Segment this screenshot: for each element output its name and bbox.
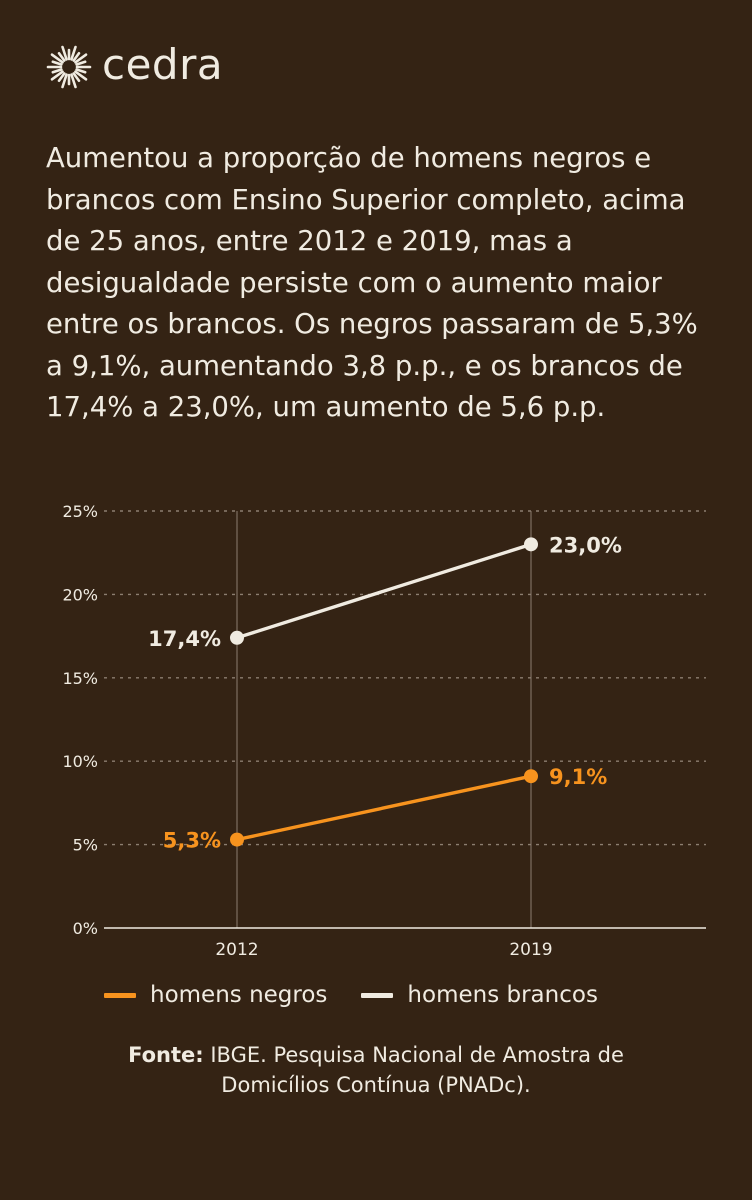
legend-swatch-brancos [361, 992, 394, 998]
y-tick-label-15: 15% [62, 669, 98, 688]
data-point-homens-brancos-2012 [230, 630, 244, 645]
data-point-homens-brancos-2019 [524, 537, 538, 552]
data-point-homens-negros-2012 [230, 832, 244, 847]
y-tick-label-10: 10% [62, 752, 98, 771]
source-label: Fonte: [128, 1043, 204, 1067]
data-label-homens-negros-2012: 5,3% [163, 829, 221, 853]
data-label-homens-brancos-2012: 17,4% [148, 627, 221, 651]
series-line-homens-brancos [236, 542, 532, 640]
source-text: IBGE. Pesquisa Nacional de Amostra de Do… [210, 1043, 624, 1097]
y-tick-label-20: 20% [62, 585, 98, 604]
legend-label-negros: homens negros [150, 982, 328, 1008]
sunburst-icon [46, 45, 92, 89]
series-line-homens-negros [236, 774, 532, 842]
intro-paragraph: Aumentou a proporção de homens negros e … [46, 142, 698, 423]
data-label-homens-negros-2019: 9,1% [549, 765, 607, 789]
legend-swatch-negros [104, 992, 136, 998]
x-tick-label-2019: 2019 [509, 940, 552, 960]
legend-item-negros: homens negros [104, 982, 327, 1008]
y-tick-label-25: 25% [62, 502, 98, 521]
legend-label-brancos: homens brancos [407, 982, 598, 1008]
legend-item-brancos: homens brancos [361, 982, 598, 1008]
data-point-homens-negros-2019 [524, 769, 538, 784]
data-label-homens-brancos-2019: 23,0% [549, 533, 622, 557]
brand-logo: cedra [46, 44, 223, 90]
x-tick-label-2012: 2012 [215, 940, 258, 960]
y-tick-label-0: 0% [73, 919, 98, 938]
source-note: Fonte: IBGE. Pesquisa Nacional de Amostr… [0, 1040, 752, 1100]
chart-legend: homens negros homens brancos [104, 982, 598, 1008]
line-chart: 0% 5% 10% 15% 20% 25% 2012 2019 5,3% 9,1% 17,4% 23,… [62, 502, 706, 960]
y-tick-label-5: 5% [73, 836, 98, 855]
brand-name: cedra [102, 40, 224, 89]
